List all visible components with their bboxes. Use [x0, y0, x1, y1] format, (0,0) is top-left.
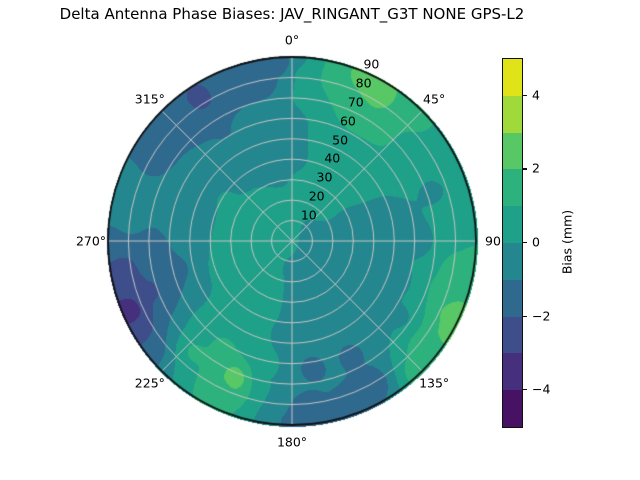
r-tick-label-70: 70 [347, 94, 364, 110]
colorbar-tickmark--4 [523, 389, 528, 391]
polar-contour-canvas [102, 51, 482, 431]
theta-tick-label-180: 180° [276, 434, 308, 450]
theta-tick-label-225: 225° [134, 375, 165, 391]
colorbar-band--3-to--2 [503, 316, 522, 354]
colorbar-band-2-to-3 [503, 132, 522, 170]
r-tick-label-90: 90 [363, 56, 380, 72]
colorbar-band--2-to--1 [503, 279, 522, 317]
colorbar-ticklabel--2: −2 [532, 308, 551, 324]
colorbar-axis-label: Bias (mm) [559, 209, 575, 275]
theta-tick-label-45: 45° [423, 91, 446, 107]
colorbar-ticklabel-0: 0 [532, 234, 540, 250]
theta-tick-label-315: 315° [134, 91, 165, 107]
r-tick-label-40: 40 [324, 150, 341, 166]
r-tick-label-60: 60 [339, 113, 356, 129]
colorbar-band-0-to-1 [503, 206, 522, 243]
colorbar-ticklabel--4: −4 [532, 381, 551, 397]
theta-tick-label-270: 270° [75, 233, 107, 249]
theta-tick-label-90: 90 [485, 233, 501, 249]
colorbar-tickmark-2 [523, 168, 528, 170]
colorbar-tickmark--2 [523, 315, 528, 317]
r-tick-label-50: 50 [332, 132, 349, 148]
colorbar-ticklabel-4: 4 [532, 87, 540, 103]
r-tick-label-30: 30 [316, 169, 333, 185]
colorbar-tickmark-4 [523, 94, 528, 97]
theta-tick-label-135: 135° [419, 375, 450, 391]
colorbar-tickmark-0 [523, 242, 528, 244]
colorbar-band-4-to-5 [503, 59, 522, 96]
r-tick-label-20: 20 [308, 188, 325, 204]
colorbar [502, 58, 523, 428]
chart-title: Delta Antenna Phase Biases: JAV_RINGANT_… [59, 5, 525, 23]
theta-tick-label-0: 0° [284, 32, 300, 48]
colorbar-band-1-to-2 [503, 169, 522, 207]
r-tick-label-10: 10 [300, 207, 317, 223]
colorbar-band-3-to-4 [503, 95, 522, 133]
colorbar-band--1-to-0 [503, 242, 522, 280]
colorbar-ticklabel-2: 2 [532, 160, 540, 176]
colorbar-band--5-to--4 [503, 390, 522, 427]
colorbar-band--4-to--3 [503, 353, 522, 391]
r-tick-label-80: 80 [355, 75, 372, 91]
